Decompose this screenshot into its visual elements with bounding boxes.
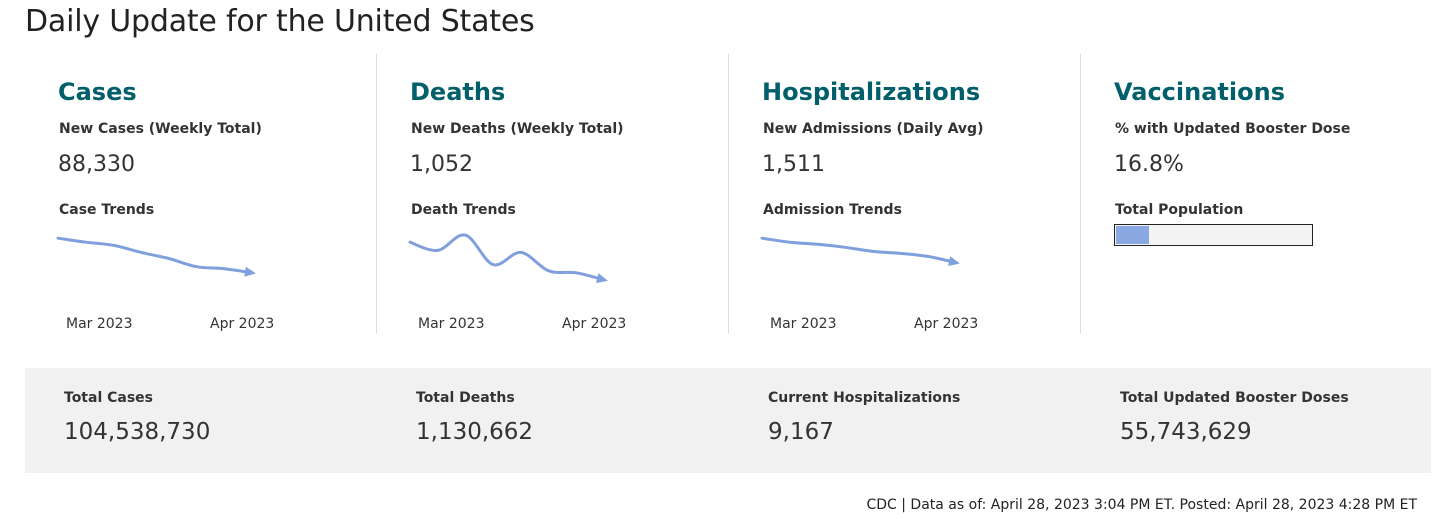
total-booster-doses-value: 55,743,629 (1120, 419, 1252, 445)
total-booster-doses: Total Updated Booster Doses 55,743,629 (1081, 368, 1433, 473)
current-hospitalizations: Current Hospitalizations 9,167 (729, 368, 1081, 473)
current-hospitalizations-value: 9,167 (768, 419, 834, 445)
deaths-axis-end: Apr 2023 (562, 316, 627, 332)
booster-progress-bar (1114, 224, 1313, 246)
hospitalizations-axis-start: Mar 2023 (770, 316, 837, 332)
trend-line (760, 236, 958, 265)
trend-arrow-icon (948, 256, 960, 266)
total-deaths-value: 1,130,662 (416, 419, 534, 445)
cases-trend-sparkline (56, 236, 256, 277)
cases-metric-value: 88,330 (58, 152, 135, 177)
total-cases-label: Total Cases (64, 390, 154, 406)
hospitalizations-trend-label: Admission Trends (763, 202, 902, 218)
data-source-footer: CDC | Data as of: April 28, 2023 3:04 PM… (866, 497, 1417, 513)
hospitalizations-metric-value: 1,511 (762, 152, 825, 177)
totals-bar: Total Cases 104,538,730 Total Deaths 1,1… (25, 368, 1431, 473)
cases-panel: Cases New Cases (Weekly Total) 88,330 Ca… (24, 54, 377, 334)
trend-arrow-icon (596, 273, 608, 283)
vaccinations-metric-label: % with Updated Booster Dose (1115, 121, 1351, 137)
trend-arrow-icon (244, 266, 256, 277)
cases-metric-label: New Cases (Weekly Total) (59, 121, 262, 137)
metric-panels: Cases New Cases (Weekly Total) 88,330 Ca… (24, 54, 1432, 334)
current-hospitalizations-label: Current Hospitalizations (768, 390, 961, 406)
trend-line (408, 233, 606, 282)
deaths-metric-label: New Deaths (Weekly Total) (411, 121, 624, 137)
vaccinations-population-label: Total Population (1115, 202, 1244, 218)
cases-title[interactable]: Cases (58, 78, 137, 106)
hospitalizations-title[interactable]: Hospitalizations (762, 78, 981, 106)
deaths-trend-sparkline (408, 233, 608, 283)
cases-axis-start: Mar 2023 (66, 316, 133, 332)
deaths-metric-value: 1,052 (410, 152, 473, 177)
hospitalizations-metric-label: New Admissions (Daily Avg) (763, 121, 984, 137)
hospitalizations-axis-end: Apr 2023 (914, 316, 979, 332)
deaths-title[interactable]: Deaths (410, 78, 506, 106)
total-deaths-label: Total Deaths (416, 390, 515, 406)
deaths-trend-label: Death Trends (411, 202, 516, 218)
page-title: Daily Update for the United States (25, 4, 535, 39)
total-booster-doses-label: Total Updated Booster Doses (1120, 390, 1349, 406)
cases-trend-label: Case Trends (59, 202, 155, 218)
total-cases: Total Cases 104,538,730 (25, 368, 377, 473)
deaths-axis-start: Mar 2023 (418, 316, 485, 332)
total-deaths: Total Deaths 1,130,662 (377, 368, 729, 473)
vaccinations-title[interactable]: Vaccinations (1114, 78, 1285, 106)
total-cases-value: 104,538,730 (64, 419, 211, 445)
hospitalizations-panel: Hospitalizations New Admissions (Daily A… (728, 54, 1081, 334)
booster-progress-fill (1116, 226, 1149, 244)
cases-axis-end: Apr 2023 (210, 316, 275, 332)
deaths-panel: Deaths New Deaths (Weekly Total) 1,052 D… (376, 54, 729, 334)
trend-line (56, 236, 254, 275)
vaccinations-metric-value: 16.8% (1114, 152, 1184, 177)
hospitalizations-trend-sparkline (760, 236, 960, 266)
vaccinations-panel: Vaccinations % with Updated Booster Dose… (1080, 54, 1432, 334)
